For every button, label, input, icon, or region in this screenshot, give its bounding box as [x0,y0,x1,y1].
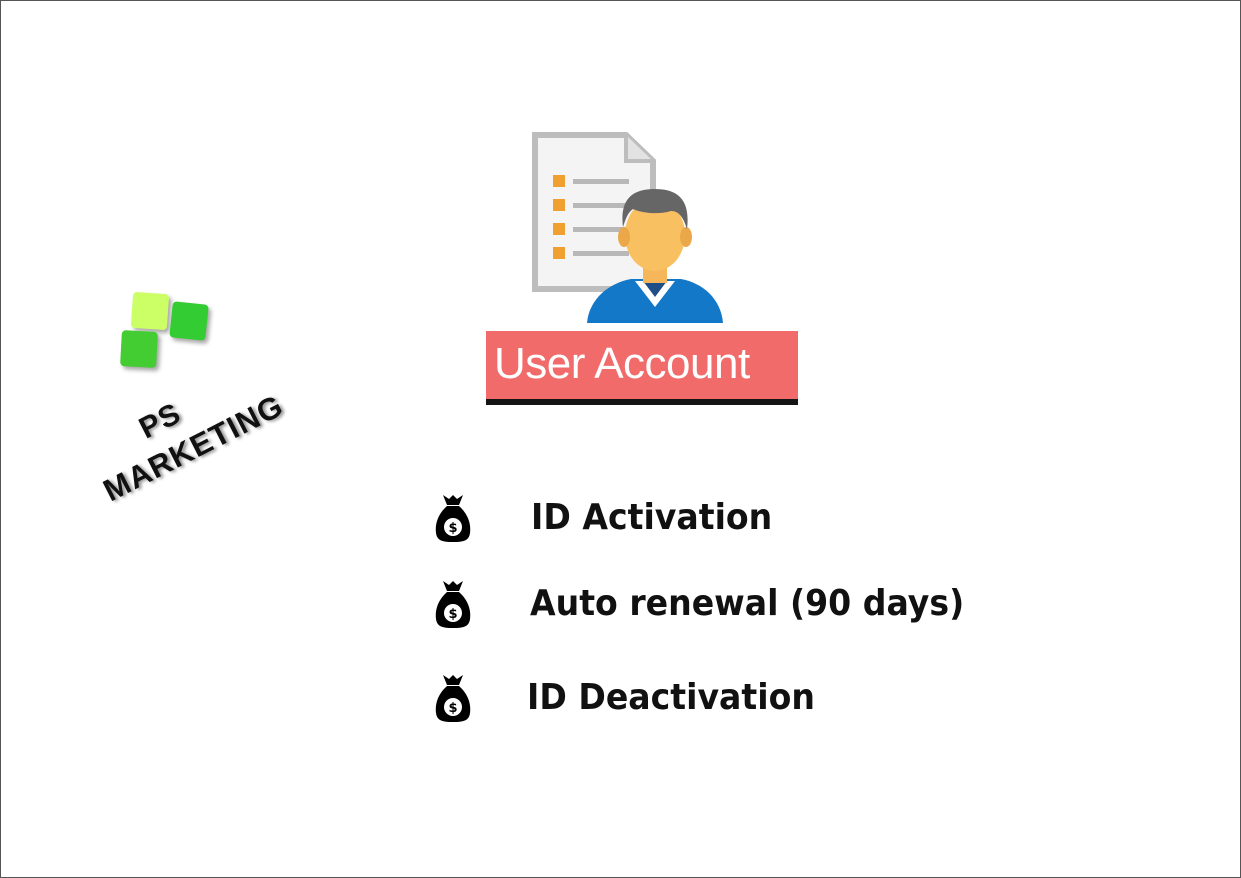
user-account-title: User Account [494,339,750,388]
user-account-banner: User Account [486,331,798,405]
money-bag-icon: $ [435,495,471,542]
feature-label: ID Activation [531,497,773,538]
feature-label: ID Deactivation [527,677,815,718]
feature-item-id-activation: $ ID Activation [435,493,815,545]
feature-item-id-deactivation: $ ID Deactivation [435,673,835,725]
logo-squares-icon [117,289,217,369]
money-bag-icon: $ [435,581,471,628]
svg-text:$: $ [448,521,457,536]
feature-label: Auto renewal (90 days) [530,583,965,624]
svg-text:$: $ [448,607,457,622]
feature-item-auto-renewal: $ Auto renewal (90 days) [435,579,995,631]
svg-text:$: $ [448,701,457,716]
logo-line-marketing: MARKETING [97,387,289,509]
logo-square-light [130,291,170,331]
money-bag-icon: $ [435,675,471,722]
logo-square-right [169,301,209,341]
ps-marketing-logo: PS MARKETING [81,281,341,521]
user-account-icon [531,131,731,331]
logo-square-bottom [120,330,158,368]
